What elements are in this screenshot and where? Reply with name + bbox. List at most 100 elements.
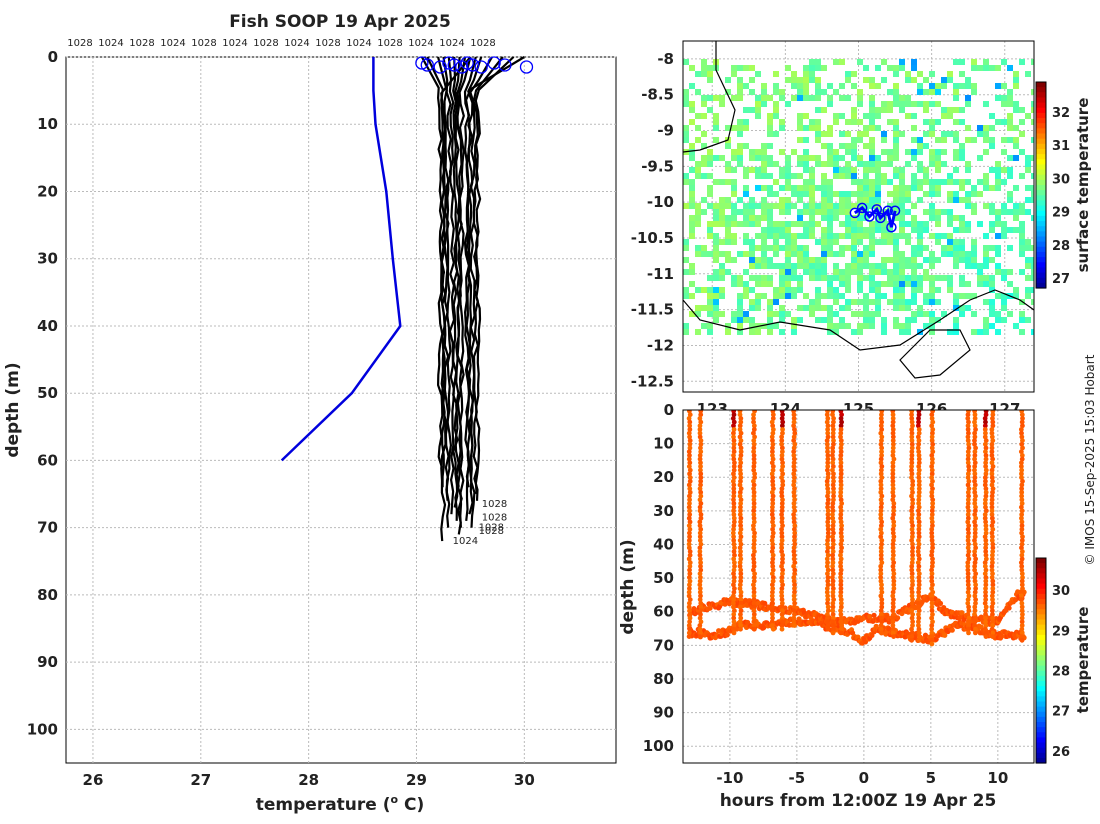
section-cast-point — [770, 626, 776, 632]
section-cast-point — [972, 593, 978, 599]
section-cast-point — [698, 489, 704, 495]
map-sst-pixel — [761, 185, 767, 191]
section-cast-point — [879, 560, 885, 566]
section-cast-point — [916, 571, 922, 577]
map-sst-pixel — [917, 311, 923, 317]
map-sst-pixel — [899, 101, 905, 107]
section-cast-point — [830, 563, 836, 569]
section-cast-point — [825, 545, 831, 551]
map-colorbar-segment — [1036, 128, 1046, 135]
section-cast-point — [890, 430, 896, 436]
section-cast-point — [1019, 467, 1025, 473]
map-sst-pixel — [857, 221, 863, 227]
section-cast-point — [909, 434, 915, 440]
section-cast-point — [737, 512, 743, 517]
map-sst-pixel — [779, 95, 785, 101]
section-cast-point — [687, 612, 693, 617]
section-cast-point — [791, 597, 797, 603]
map-sst-pixel — [779, 275, 785, 281]
map-sst-pixel — [839, 281, 845, 287]
map-sst-pixel — [797, 155, 803, 161]
section-cast-point — [687, 597, 693, 603]
section-cast-point — [972, 563, 978, 569]
map-sst-pixel — [791, 221, 797, 227]
section-cast-point — [930, 501, 936, 506]
section-cast-point — [1019, 501, 1025, 506]
section-cast-point — [929, 519, 935, 525]
section-cast-point — [891, 523, 897, 529]
map-sst-pixel — [1025, 113, 1031, 119]
map-sst-pixel — [833, 263, 839, 269]
section-cast-point — [791, 452, 797, 458]
section-cast-point — [916, 427, 922, 432]
section-cast-point — [983, 593, 988, 599]
map-sst-pixel — [929, 287, 935, 293]
map-sst-pixel — [875, 167, 881, 173]
map-sst-pixel — [779, 197, 785, 203]
map-sst-pixel — [809, 263, 815, 269]
map-sst-pixel — [713, 179, 719, 185]
section-cast-point — [916, 593, 922, 599]
section-cast-point — [878, 456, 884, 462]
map-sst-pixel — [881, 293, 887, 299]
ship-track-marker — [864, 211, 875, 222]
section-cast-point — [831, 615, 836, 621]
map-sst-pixel — [863, 65, 869, 71]
section-cast-point — [929, 412, 935, 418]
map-sst-pixel — [737, 161, 743, 167]
section-cast-point — [990, 578, 996, 584]
section-cast-point — [839, 545, 844, 551]
map-sst-pixel — [773, 107, 779, 113]
map-sst-pixel — [785, 251, 791, 257]
map-sst-pixel — [869, 155, 875, 161]
map-sst-pixel — [959, 311, 965, 317]
map-sst-pixel — [893, 119, 899, 125]
section-cast-point — [990, 416, 995, 421]
map-sst-pixel — [815, 305, 821, 311]
map-sst-pixel — [1007, 173, 1013, 179]
section-cast-point — [698, 600, 704, 606]
map-sst-pixel — [905, 101, 911, 107]
map-sst-pixel — [1013, 293, 1019, 299]
section-colorbar-segment — [1036, 716, 1046, 723]
section-cast-point — [697, 623, 703, 628]
map-sst-pixel — [881, 107, 887, 113]
map-sst-pixel — [797, 95, 803, 101]
section-cast-point — [830, 504, 835, 510]
section-cast-point — [966, 508, 971, 514]
section-cast-point — [737, 560, 743, 566]
section-cast-point — [824, 556, 830, 562]
section-cast-point — [838, 578, 844, 584]
section-cast-point — [915, 560, 921, 566]
section-cast-point — [769, 582, 775, 588]
section-cast-point — [751, 567, 756, 573]
map-sst-pixel — [773, 203, 779, 209]
section-cast-point — [825, 593, 831, 599]
section-cast-point — [990, 423, 996, 429]
section-cast-point — [965, 545, 971, 551]
map-sst-pixel — [731, 281, 737, 287]
section-cast-point — [838, 556, 844, 562]
map-sst-pixel — [827, 251, 833, 257]
section-cast-point — [752, 434, 757, 440]
map-sst-pixel — [893, 191, 899, 197]
section-cast-point — [910, 501, 916, 506]
section-cast-point — [825, 600, 830, 606]
section-cast-point — [890, 482, 896, 488]
section-cast-point — [983, 412, 989, 418]
map-sst-pixel — [1031, 329, 1034, 335]
map-sst-pixel — [869, 311, 875, 317]
map-sst-pixel — [965, 251, 971, 257]
section-y-tick-label: 90 — [653, 704, 674, 722]
map-sst-pixel — [1031, 89, 1034, 95]
map-sst-pixel — [959, 197, 965, 203]
section-cast-point — [983, 497, 988, 503]
map-sst-pixel — [989, 137, 995, 143]
map-sst-pixel — [965, 95, 971, 101]
section-cast-point — [731, 434, 736, 440]
map-sst-pixel — [953, 149, 959, 155]
map-sst-pixel — [839, 131, 845, 137]
profile-top-pressure-label: 1024 — [98, 38, 123, 49]
section-cast-point — [878, 504, 884, 510]
profile-top-pressure-label: 1024 — [284, 38, 309, 49]
